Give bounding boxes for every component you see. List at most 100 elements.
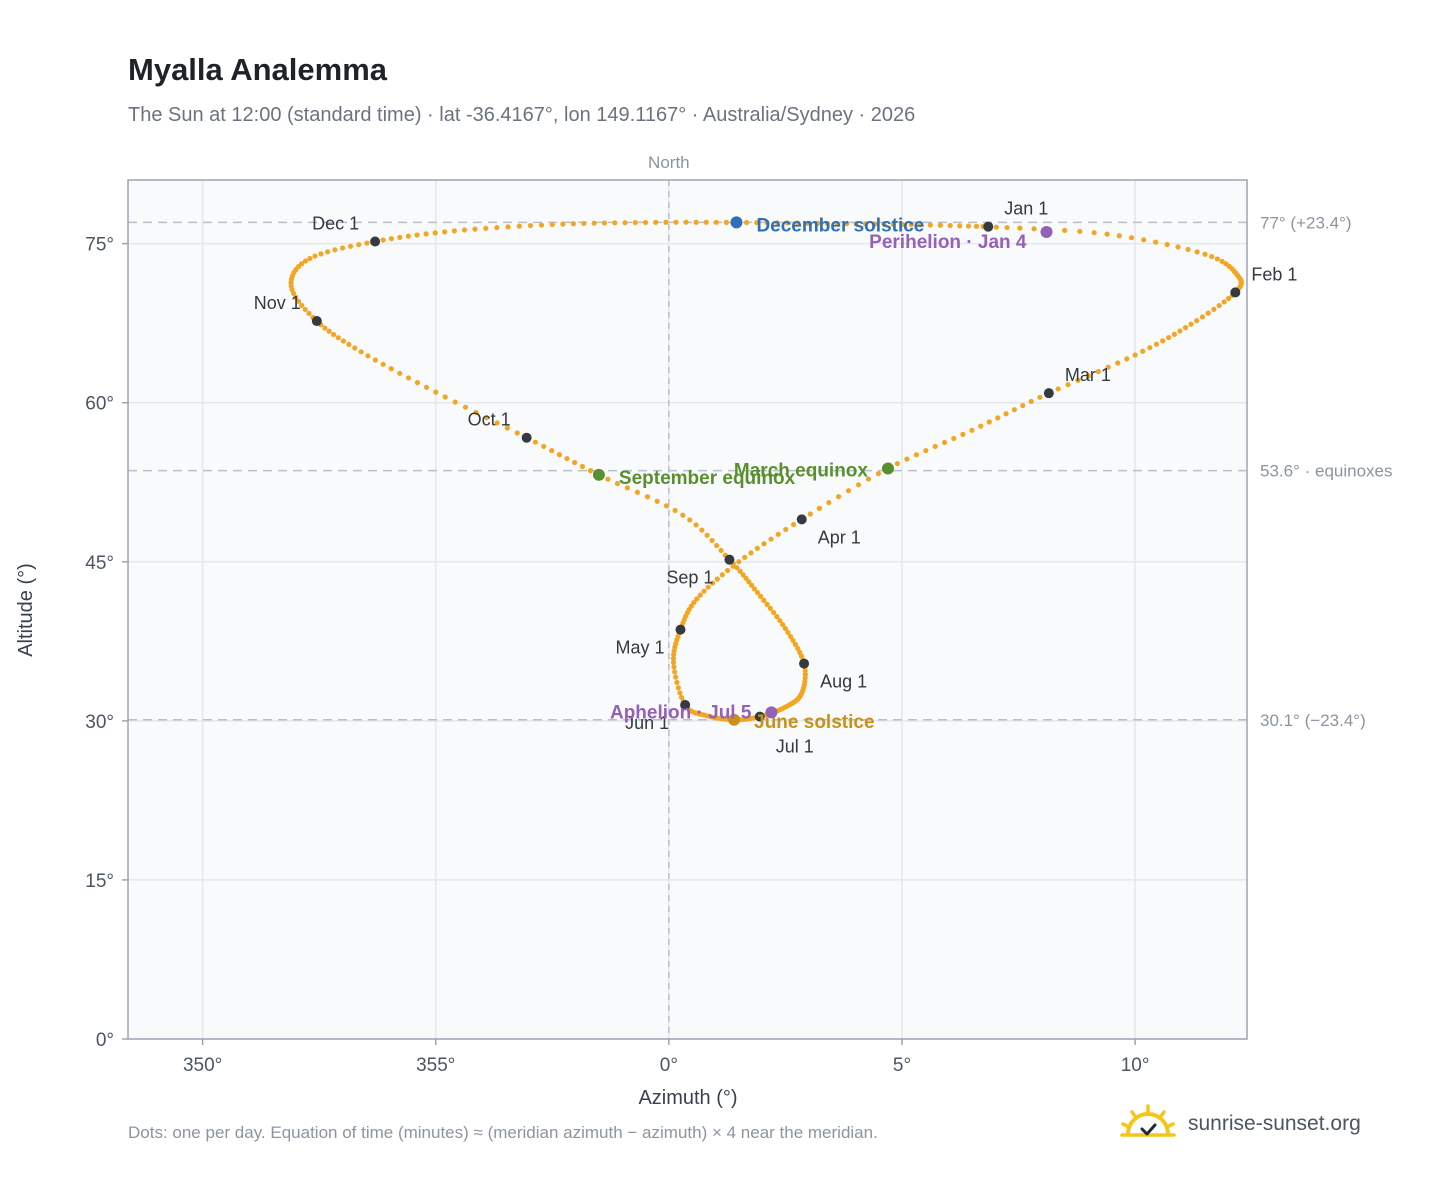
daily-sun-dot	[780, 622, 786, 628]
daily-sun-dot	[516, 223, 522, 229]
daily-sun-dot	[737, 568, 743, 574]
daily-sun-dot	[1194, 318, 1200, 324]
daily-sun-dot	[814, 220, 821, 226]
daily-sun-dot	[824, 220, 830, 227]
y-tick-label: 0°	[96, 1030, 114, 1051]
daily-sun-dot	[1091, 230, 1097, 236]
daily-sun-dot	[785, 629, 791, 636]
daily-sun-dot	[380, 361, 386, 367]
daily-sun-dot	[805, 220, 811, 226]
daily-sun-dot	[644, 494, 651, 500]
daily-sun-dot	[632, 219, 638, 226]
daily-sun-dot	[1182, 325, 1189, 331]
daily-sun-dot	[1214, 256, 1220, 262]
daily-sun-dot	[923, 447, 929, 454]
daily-sun-dot	[1037, 394, 1043, 400]
daily-sun-dot	[1132, 352, 1138, 358]
daily-sun-dot	[1199, 314, 1206, 320]
daily-sun-dot	[653, 219, 659, 225]
daily-sun-dot	[1141, 237, 1147, 243]
x-axis-label: Azimuth (°)	[638, 1087, 737, 1109]
daily-sun-dot	[605, 476, 611, 482]
daily-sun-dot	[736, 559, 742, 565]
x-tick-label: 5°	[893, 1055, 911, 1076]
daily-sun-dot	[302, 306, 308, 313]
daily-sun-dot	[340, 338, 347, 344]
month-marker-label: Nov 1	[254, 293, 301, 313]
daily-sun-dot	[890, 221, 896, 227]
daily-sun-dot	[775, 531, 781, 537]
daily-sun-dot	[484, 415, 490, 421]
daily-sun-dot	[332, 247, 338, 253]
daily-sun-dot	[358, 349, 364, 355]
axes: 350° 355° 0° 5° 10° 0° 15° 30° 45° 60° 75°	[85, 235, 1149, 1076]
y-tick-label: 75°	[85, 235, 114, 256]
daily-sun-dot	[791, 521, 797, 528]
month-markers: Jan 1 Feb 1 Mar 1 Apr 1 May 1 Jun 1 Jul 1 Aug 1…	[254, 199, 1298, 757]
daily-sun-dot	[624, 485, 631, 491]
daily-sun-dot	[570, 221, 576, 227]
daily-sun-dot	[442, 394, 448, 400]
daily-sun-dot	[693, 219, 699, 225]
month-marker-dot	[370, 236, 381, 247]
daily-sun-dot	[703, 219, 709, 225]
north-line: North	[648, 153, 690, 1039]
daily-sun-dot	[1221, 299, 1227, 305]
daily-sun-dot	[541, 443, 547, 450]
month-marker-label: May 1	[615, 638, 664, 658]
daily-sun-dot	[1194, 249, 1200, 255]
daily-sun-dot	[792, 641, 799, 648]
daily-sun-dot	[452, 399, 458, 405]
daily-sun-dot	[335, 335, 341, 341]
y-tick-label: 45°	[85, 553, 114, 574]
daily-sun-dot	[1209, 253, 1215, 260]
daily-sun-dot	[1225, 295, 1232, 302]
event-marker-label: June solstice	[754, 712, 874, 733]
daily-sun-dot	[908, 221, 914, 228]
daily-sun-dot	[527, 222, 534, 229]
daily-sun-dot	[1185, 246, 1191, 253]
month-marker-label: Aug 1	[820, 672, 867, 692]
daily-sun-dot	[927, 222, 933, 228]
daily-sun-dot	[678, 694, 685, 701]
daily-sun-dot	[748, 550, 754, 556]
sun-logo-icon	[1120, 1104, 1176, 1137]
daily-sun-dot	[672, 507, 678, 514]
daily-sun-dot	[894, 461, 901, 467]
event-marker-dot	[592, 468, 605, 481]
daily-sun-dot	[986, 419, 992, 425]
daily-sun-dot	[862, 221, 869, 227]
daily-sun-dot	[937, 222, 943, 228]
daily-sun-dot	[1166, 334, 1172, 341]
daily-sun-dot	[560, 221, 566, 227]
daily-sun-dot	[397, 234, 403, 240]
plot-frame	[127, 179, 1248, 1040]
daily-sun-dot	[299, 261, 305, 267]
daily-sun-dot	[1153, 341, 1160, 347]
daily-sun-dot	[834, 220, 840, 227]
daily-sun-dot	[1160, 338, 1166, 344]
daily-sun-dot	[614, 480, 621, 487]
daily-sun-dot	[680, 512, 686, 518]
daily-sun-dot	[339, 245, 346, 251]
daily-sun-dot	[978, 423, 984, 429]
daily-sun-dot	[701, 588, 707, 594]
brand-logo[interactable]: sunrise-sunset.org	[1120, 1102, 1361, 1146]
daily-sun-dot	[751, 586, 758, 592]
daily-sun-dot	[461, 227, 468, 233]
daily-sun-dot	[1031, 226, 1037, 232]
daily-sun-dot	[433, 389, 439, 395]
event-marker-label: March equinox	[734, 460, 869, 481]
daily-sun-dot	[771, 609, 777, 616]
daily-sun-dot	[709, 537, 715, 544]
daily-sun-dot	[941, 439, 948, 446]
daily-sun-dot	[740, 572, 746, 578]
event-marker-label: December solstice	[756, 215, 924, 236]
daily-sun-dot	[764, 601, 770, 607]
daily-sun-dot	[587, 468, 594, 474]
daily-sun-dot	[845, 488, 852, 494]
daily-sun-dot	[687, 517, 693, 523]
daily-sun-dot	[768, 536, 774, 542]
daily-sun-dot	[965, 223, 972, 229]
